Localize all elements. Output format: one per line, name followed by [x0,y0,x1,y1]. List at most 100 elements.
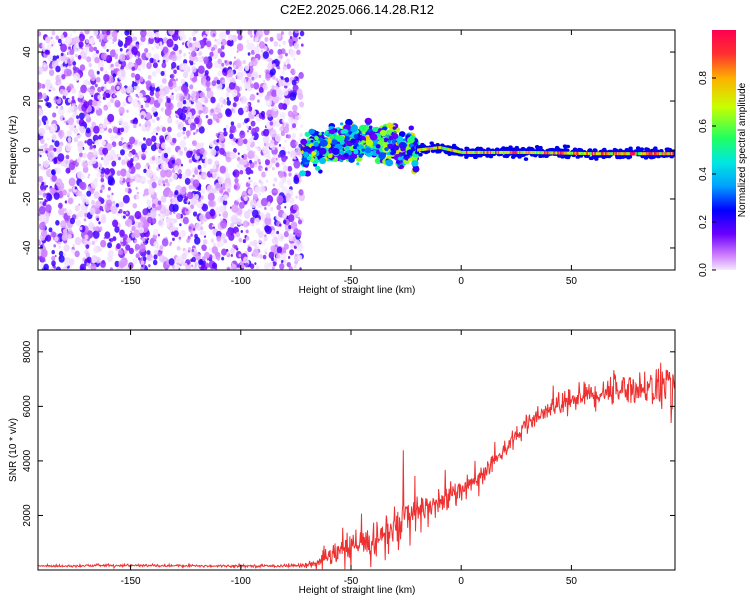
noise-blob [126,237,131,243]
noise-blob [89,207,96,215]
noise-blob [67,117,74,126]
transition-blob [399,164,404,168]
band-core-segment [657,152,660,156]
transition-blob [392,126,397,130]
noise-blob [177,149,184,157]
transition-blob [343,152,349,158]
noise-blob [258,34,262,38]
noise-blob [273,105,278,112]
noise-blob [193,96,196,101]
band-core-segment [492,150,495,154]
noise-blob [252,193,259,201]
noise-blob [124,187,129,193]
noise-blob [148,166,151,169]
noise-blob [185,130,191,137]
band-core-segment [615,152,618,156]
noise-blob [205,114,209,119]
noise-blob [100,239,107,248]
noise-blob [92,30,99,37]
noise-blob [51,260,56,267]
noise-blob [182,99,187,105]
noise-blob [66,209,73,216]
noise-blob [106,30,111,36]
noise-blob [98,196,103,202]
noise-blob [204,159,209,164]
noise-blob [293,160,301,169]
transition-blob [384,147,389,152]
band-core-segment [520,150,522,154]
noise-blob [140,114,144,119]
noise-blob [111,30,118,39]
noise-blob [93,125,100,134]
band-core-segment [635,152,637,156]
noise-blob [159,214,165,221]
noise-blob [64,36,72,45]
band-core-segment [542,151,545,155]
transition-blob [353,145,357,150]
noise-blob [91,199,96,206]
noise-blob [171,197,178,205]
noise-blob [110,149,116,156]
noise-blob [290,126,293,130]
noise-blob [71,99,76,104]
noise-blob [262,51,270,59]
band-core-segment [606,152,608,156]
noise-blob [159,245,163,250]
noise-blob [122,194,130,204]
transition-blob [366,132,370,135]
noise-blob [79,193,83,197]
band-core-segment [430,147,432,151]
noise-blob [145,80,152,88]
noise-blob [63,68,71,77]
band-core-segment [471,150,473,154]
noise-blob [239,170,244,175]
transition-blob [364,117,373,125]
noise-blob [55,178,63,187]
noise-blob [52,87,56,92]
band-core-segment [462,150,464,154]
noise-blob [151,82,155,88]
noise-blob [157,200,162,205]
noise-blob [220,45,225,50]
noise-blob [262,83,268,91]
noise-blob [242,121,245,125]
noise-blob [189,84,194,90]
noise-blob [263,30,270,36]
noise-blob [189,99,192,103]
noise-blob [242,239,246,244]
noise-blob [246,125,249,129]
noise-blob [151,203,156,208]
noise-blob [266,109,273,118]
band-core-segment [476,150,479,154]
noise-blob [261,240,266,246]
noise-blob [211,188,217,194]
noise-blob [138,104,142,108]
noise-blob [155,132,158,136]
noise-blob [78,33,85,42]
transition-blob [391,133,399,140]
noise-blob [107,255,113,263]
noise-blob [267,62,273,70]
noise-blob [257,158,261,163]
noise-blob [131,66,136,72]
noise-blob [269,36,274,42]
noise-blob [68,188,72,193]
noise-blob [46,137,50,141]
noise-blob [278,82,282,87]
noise-blob [43,121,47,126]
noise-blob [296,49,301,56]
transition-blob [356,162,360,166]
noise-blob [41,43,45,48]
noise-blob [120,137,124,141]
noise-blob [77,91,84,99]
noise-blob [265,142,270,148]
noise-blob [110,85,115,91]
noise-blob [68,258,75,266]
noise-blob [295,128,298,131]
noise-blob [144,120,152,129]
band-core-segment [513,150,516,154]
noise-blob [123,210,126,215]
noise-blob [231,204,239,213]
noise-blob [191,167,195,173]
noise-blob [289,197,295,205]
